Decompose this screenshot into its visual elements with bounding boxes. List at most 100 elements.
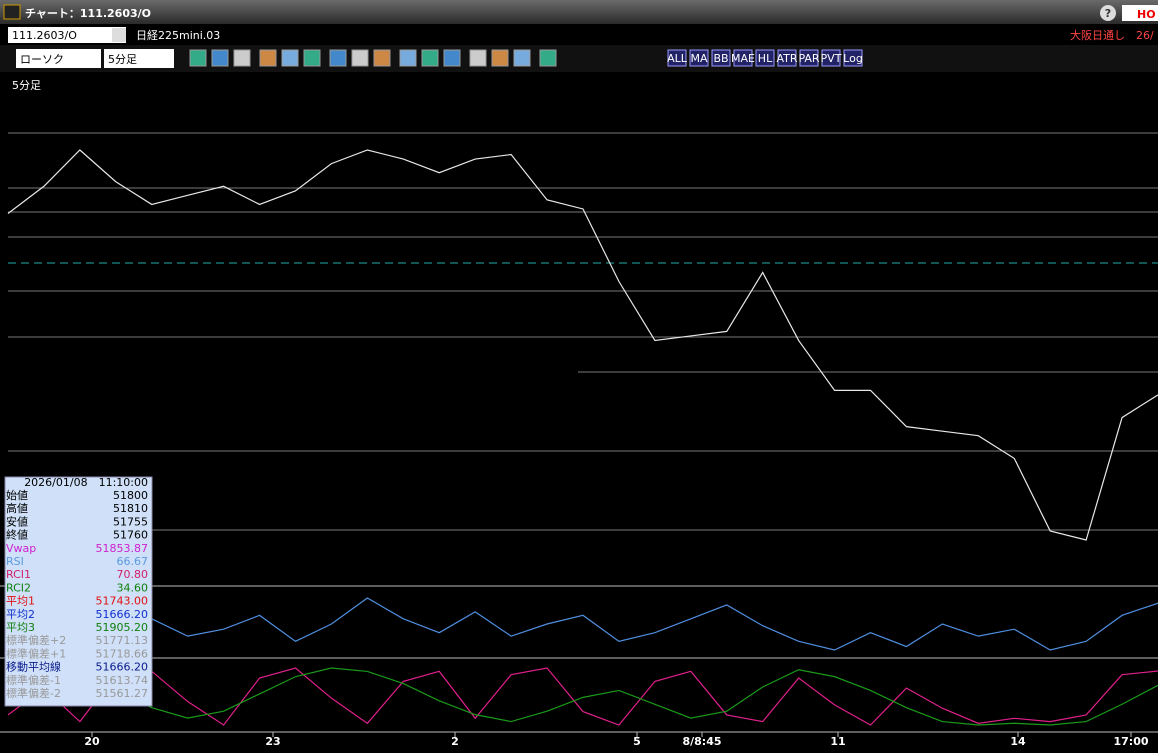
info-value: 51743.00 — [96, 595, 149, 608]
tool-icon[interactable] — [469, 49, 487, 67]
info-value: 51718.66 — [96, 647, 149, 660]
info-label: 平均1 — [6, 595, 35, 608]
title-bar — [0, 0, 1158, 24]
tool-icon[interactable] — [281, 49, 299, 67]
x-label: 17:00 — [1113, 735, 1148, 748]
rci1-line — [7, 667, 1158, 726]
info-value: 51853.87 — [96, 542, 149, 555]
tool-button[interactable] — [711, 49, 731, 67]
info-label: 始値 — [6, 488, 28, 502]
tool-icon[interactable] — [373, 49, 391, 67]
tool-button[interactable] — [799, 49, 819, 67]
tool-button-label: HL — [758, 52, 773, 65]
chart-type-select[interactable] — [16, 49, 101, 68]
info-label: RCI2 — [6, 581, 31, 594]
info-value: 51666.20 — [96, 608, 149, 621]
info-value: 51905.20 — [96, 621, 149, 634]
chart-type: ローソク — [20, 53, 64, 66]
tool-icon[interactable] — [259, 49, 277, 67]
info-label: RCI1 — [6, 568, 31, 581]
tool-icon[interactable] — [189, 49, 207, 67]
tool-button-label: PVT — [821, 52, 842, 65]
price-line — [7, 149, 1158, 541]
info-label: 標準偏差-2 — [6, 686, 61, 700]
tool-button[interactable] — [733, 49, 753, 67]
info-label: 安値 — [6, 514, 28, 528]
info-label: 平均2 — [6, 608, 35, 621]
help-text: ? — [1105, 7, 1111, 20]
chart-area: 5分足 20 23 2 5 8/8:45 11 14 17:00 — [0, 79, 1158, 748]
rci2-line — [7, 667, 1158, 726]
window-title: チャート：111.2603/O — [25, 7, 151, 20]
tool-button-label: MA — [690, 52, 707, 65]
info-value: 51666.20 — [96, 661, 149, 674]
x-label: 14 — [1010, 735, 1026, 748]
info-value: 51561.27 — [96, 687, 149, 700]
tool-button[interactable] — [689, 49, 709, 67]
tool-button-label: ALL — [667, 52, 688, 65]
info-value: 51810 — [113, 502, 148, 515]
info-value: 51755 — [113, 515, 148, 528]
x-label: 11 — [830, 735, 845, 748]
info-value: 51760 — [113, 529, 148, 542]
x-label: 8/8:45 — [682, 735, 721, 748]
interval-select[interactable] — [104, 49, 174, 68]
tool-button[interactable] — [821, 49, 841, 67]
symbol-input[interactable] — [8, 27, 126, 43]
tool-button-label: Log — [843, 52, 863, 65]
symbol-name: 日経225mini.03 — [136, 29, 220, 42]
symbol-dropdown[interactable] — [112, 28, 126, 42]
tool-button[interactable] — [667, 49, 687, 67]
info-label: RSI — [6, 555, 24, 568]
tool-icon[interactable] — [233, 49, 251, 67]
badge: HO — [1137, 8, 1156, 21]
x-label: 5 — [633, 735, 641, 748]
tool-icon[interactable] — [539, 49, 557, 67]
info-value: 70.80 — [117, 568, 149, 581]
info-value: 51771.13 — [96, 634, 149, 647]
info-value: 51800 — [113, 489, 148, 502]
info-label: 標準偏差+2 — [6, 633, 66, 647]
period-label: 5分足 — [12, 79, 41, 92]
x-label: 20 — [84, 735, 100, 748]
tool-icon[interactable] — [303, 49, 321, 67]
interval: 5分足 — [108, 53, 137, 66]
tool-button-label: PAR — [798, 52, 819, 65]
info-panel — [4, 476, 153, 707]
x-label: 23 — [265, 735, 280, 748]
info-value: 66.67 — [117, 555, 149, 568]
badge-bg — [1122, 5, 1158, 21]
help-button[interactable] — [1100, 5, 1116, 21]
info-label: 高値 — [6, 501, 28, 515]
tool-icon[interactable] — [443, 49, 461, 67]
tool-icon[interactable] — [399, 49, 417, 67]
tool-icon[interactable] — [351, 49, 369, 67]
info-label: 終値 — [6, 528, 28, 542]
tool-icon[interactable] — [491, 49, 509, 67]
rsi-line — [7, 597, 1158, 651]
info-datetime: 2026/01/08 11:10:00 — [24, 476, 148, 489]
info-label: Vwap — [6, 542, 36, 555]
app-icon — [3, 4, 21, 20]
tool-button[interactable] — [843, 49, 863, 67]
tool-icon[interactable] — [329, 49, 347, 67]
x-label: 2 — [451, 735, 459, 748]
info-label: 平均3 — [6, 621, 35, 634]
tool-icon[interactable] — [211, 49, 229, 67]
info-label: 移動平均線 — [6, 660, 61, 674]
tool-button-label: ATR — [776, 52, 797, 65]
info-label: 標準偏差-1 — [6, 673, 61, 687]
info-value: 34.60 — [117, 581, 149, 594]
tool-button-label: MAE — [731, 52, 755, 65]
tool-button[interactable] — [755, 49, 775, 67]
tool-icon[interactable] — [513, 49, 531, 67]
info-label: 標準偏差+1 — [6, 646, 66, 660]
tool-button[interactable] — [777, 49, 797, 67]
tool-icon[interactable] — [421, 49, 439, 67]
tool-button-label: BB — [713, 52, 728, 65]
symbol: 111.2603/O — [12, 29, 77, 42]
info-value: 51613.74 — [96, 674, 149, 687]
market: 大阪日通し 26/ — [1070, 28, 1154, 42]
